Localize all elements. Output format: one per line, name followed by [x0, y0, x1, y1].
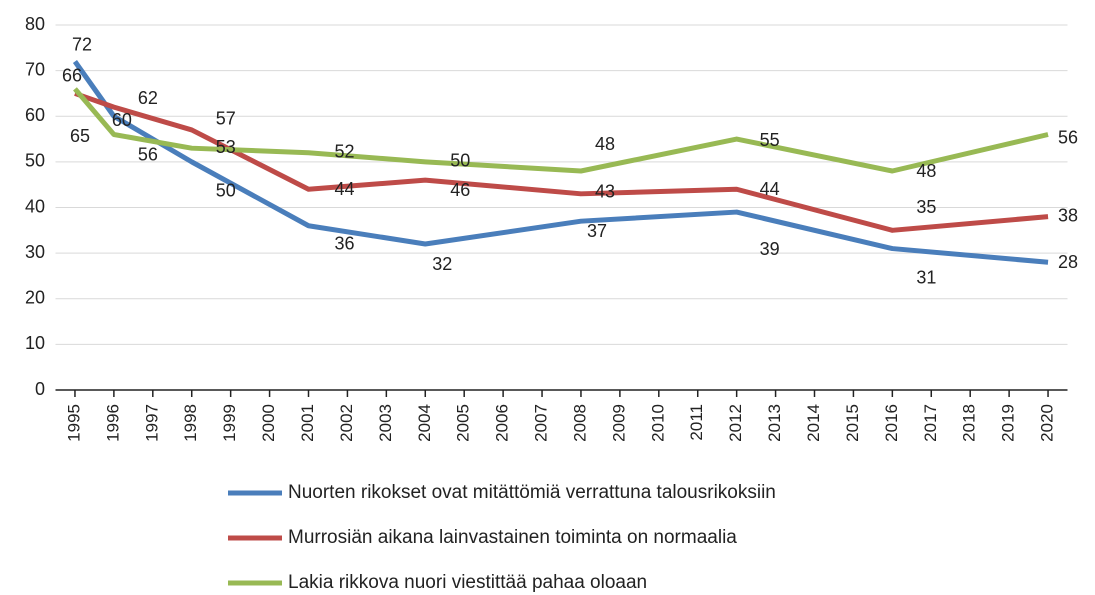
- y-tick-label: 70: [25, 59, 45, 79]
- y-tick-label: 60: [25, 105, 45, 125]
- x-tick-label: 2010: [648, 404, 667, 442]
- x-tick-label: 2018: [960, 404, 979, 442]
- data-label: 60: [112, 110, 132, 130]
- series-line: [72, 60, 1049, 265]
- x-tick-label: 1995: [64, 404, 83, 442]
- data-label: 52: [334, 142, 354, 162]
- legend-label: Lakia rikkova nuori viestittää pahaa olo…: [288, 572, 647, 593]
- x-tick-label: 2007: [532, 404, 551, 442]
- x-tick-label: 2004: [415, 404, 434, 442]
- x-tick-label: 2002: [337, 404, 356, 442]
- y-tick-label: 20: [25, 288, 45, 308]
- data-label: 65: [70, 126, 90, 146]
- x-tick-label: 2005: [454, 404, 473, 442]
- data-label: 56: [138, 144, 158, 164]
- data-label: 72: [72, 34, 92, 54]
- data-label: 35: [916, 197, 936, 217]
- x-tick-label: 2019: [999, 404, 1018, 442]
- y-tick-label: 50: [25, 151, 45, 171]
- data-label: 44: [760, 179, 780, 199]
- x-tick-label: 1998: [181, 404, 200, 442]
- x-tick-label: 2020: [1038, 404, 1057, 442]
- data-label: 55: [760, 130, 780, 150]
- x-tick-label: 2012: [726, 404, 745, 442]
- data-label: 39: [760, 239, 780, 259]
- x-tick-label: 2003: [376, 404, 395, 442]
- series-line: [74, 91, 1049, 233]
- data-label: 48: [595, 134, 615, 154]
- x-tick-label: 2008: [570, 404, 589, 442]
- x-tick-label: 2000: [259, 404, 278, 442]
- x-tick-label: 1999: [220, 404, 239, 442]
- x-tick-label: 2013: [765, 404, 784, 442]
- x-tick-label: 2015: [843, 404, 862, 442]
- series-line: [73, 87, 1049, 174]
- data-label: 66: [62, 66, 82, 86]
- data-label: 48: [916, 161, 936, 181]
- data-label: 57: [216, 109, 236, 129]
- data-label: 46: [450, 180, 470, 200]
- x-tick-label: 1997: [142, 404, 161, 442]
- data-label: 28: [1058, 252, 1078, 272]
- data-label: 44: [334, 179, 354, 199]
- y-tick-label: 0: [35, 379, 45, 399]
- legend-label: Murrosiän aikana lainvastainen toiminta …: [288, 527, 737, 548]
- x-tick-label: 2017: [921, 404, 940, 442]
- x-tick-label: 2006: [493, 404, 512, 442]
- x-tick-label: 2011: [687, 404, 706, 441]
- data-label: 32: [432, 254, 452, 274]
- y-tick-label: 10: [25, 333, 45, 353]
- data-label: 56: [1058, 127, 1078, 147]
- y-tick-label: 40: [25, 196, 45, 216]
- data-label: 53: [216, 137, 236, 157]
- x-tick-label: 1996: [103, 404, 122, 442]
- data-label: 31: [916, 267, 936, 287]
- y-tick-label: 30: [25, 242, 45, 262]
- x-tick-label: 2009: [609, 404, 628, 442]
- data-label: 62: [138, 88, 158, 108]
- x-tick-label: 2001: [298, 404, 317, 442]
- data-label: 43: [595, 182, 615, 202]
- data-label: 50: [450, 151, 470, 171]
- legend-label: Nuorten rikokset ovat mitättömiä verratt…: [288, 482, 776, 503]
- x-tick-label: 2016: [882, 404, 901, 442]
- data-label: 38: [1058, 205, 1078, 225]
- data-label: 50: [216, 181, 236, 201]
- x-tick-label: 2014: [804, 404, 823, 442]
- data-label: 37: [587, 221, 607, 241]
- data-label: 36: [334, 234, 354, 254]
- y-tick-label: 80: [25, 14, 45, 34]
